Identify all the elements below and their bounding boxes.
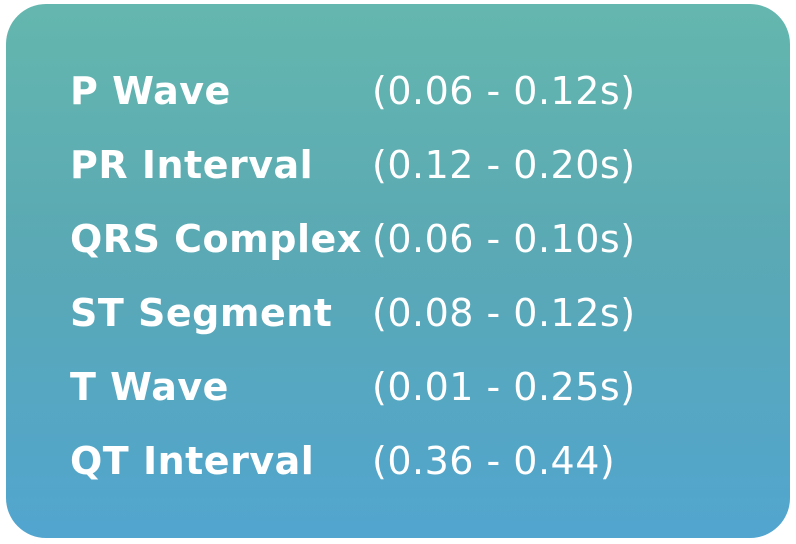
interval-label: T Wave bbox=[70, 365, 229, 409]
interval-row-pr-interval: PR Interval (0.12 - 0.20s) bbox=[70, 128, 750, 202]
interval-row-qrs-complex: QRS Complex (0.06 - 0.10s) bbox=[70, 202, 750, 276]
interval-row-t-wave: T Wave (0.01 - 0.25s) bbox=[70, 350, 750, 424]
interval-row-qt-interval: QT Interval (0.36 - 0.44) bbox=[70, 424, 750, 498]
interval-range: (0.36 - 0.44) bbox=[372, 439, 616, 483]
interval-range: (0.06 - 0.12s) bbox=[372, 69, 636, 113]
interval-range: (0.01 - 0.25s) bbox=[372, 365, 636, 409]
ecg-intervals-card: P Wave (0.06 - 0.12s) PR Interval (0.12 … bbox=[6, 4, 790, 538]
interval-label: QRS Complex bbox=[70, 217, 362, 261]
interval-label: P Wave bbox=[70, 69, 231, 113]
interval-row-p-wave: P Wave (0.06 - 0.12s) bbox=[70, 54, 750, 128]
interval-row-st-segment: ST Segment (0.08 - 0.12s) bbox=[70, 276, 750, 350]
interval-range: (0.06 - 0.10s) bbox=[372, 217, 636, 261]
interval-label: PR Interval bbox=[70, 143, 314, 187]
interval-list: P Wave (0.06 - 0.12s) PR Interval (0.12 … bbox=[70, 54, 750, 498]
interval-label: ST Segment bbox=[70, 291, 333, 335]
interval-range: (0.08 - 0.12s) bbox=[372, 291, 636, 335]
interval-label: QT Interval bbox=[70, 439, 315, 483]
interval-range: (0.12 - 0.20s) bbox=[372, 143, 636, 187]
